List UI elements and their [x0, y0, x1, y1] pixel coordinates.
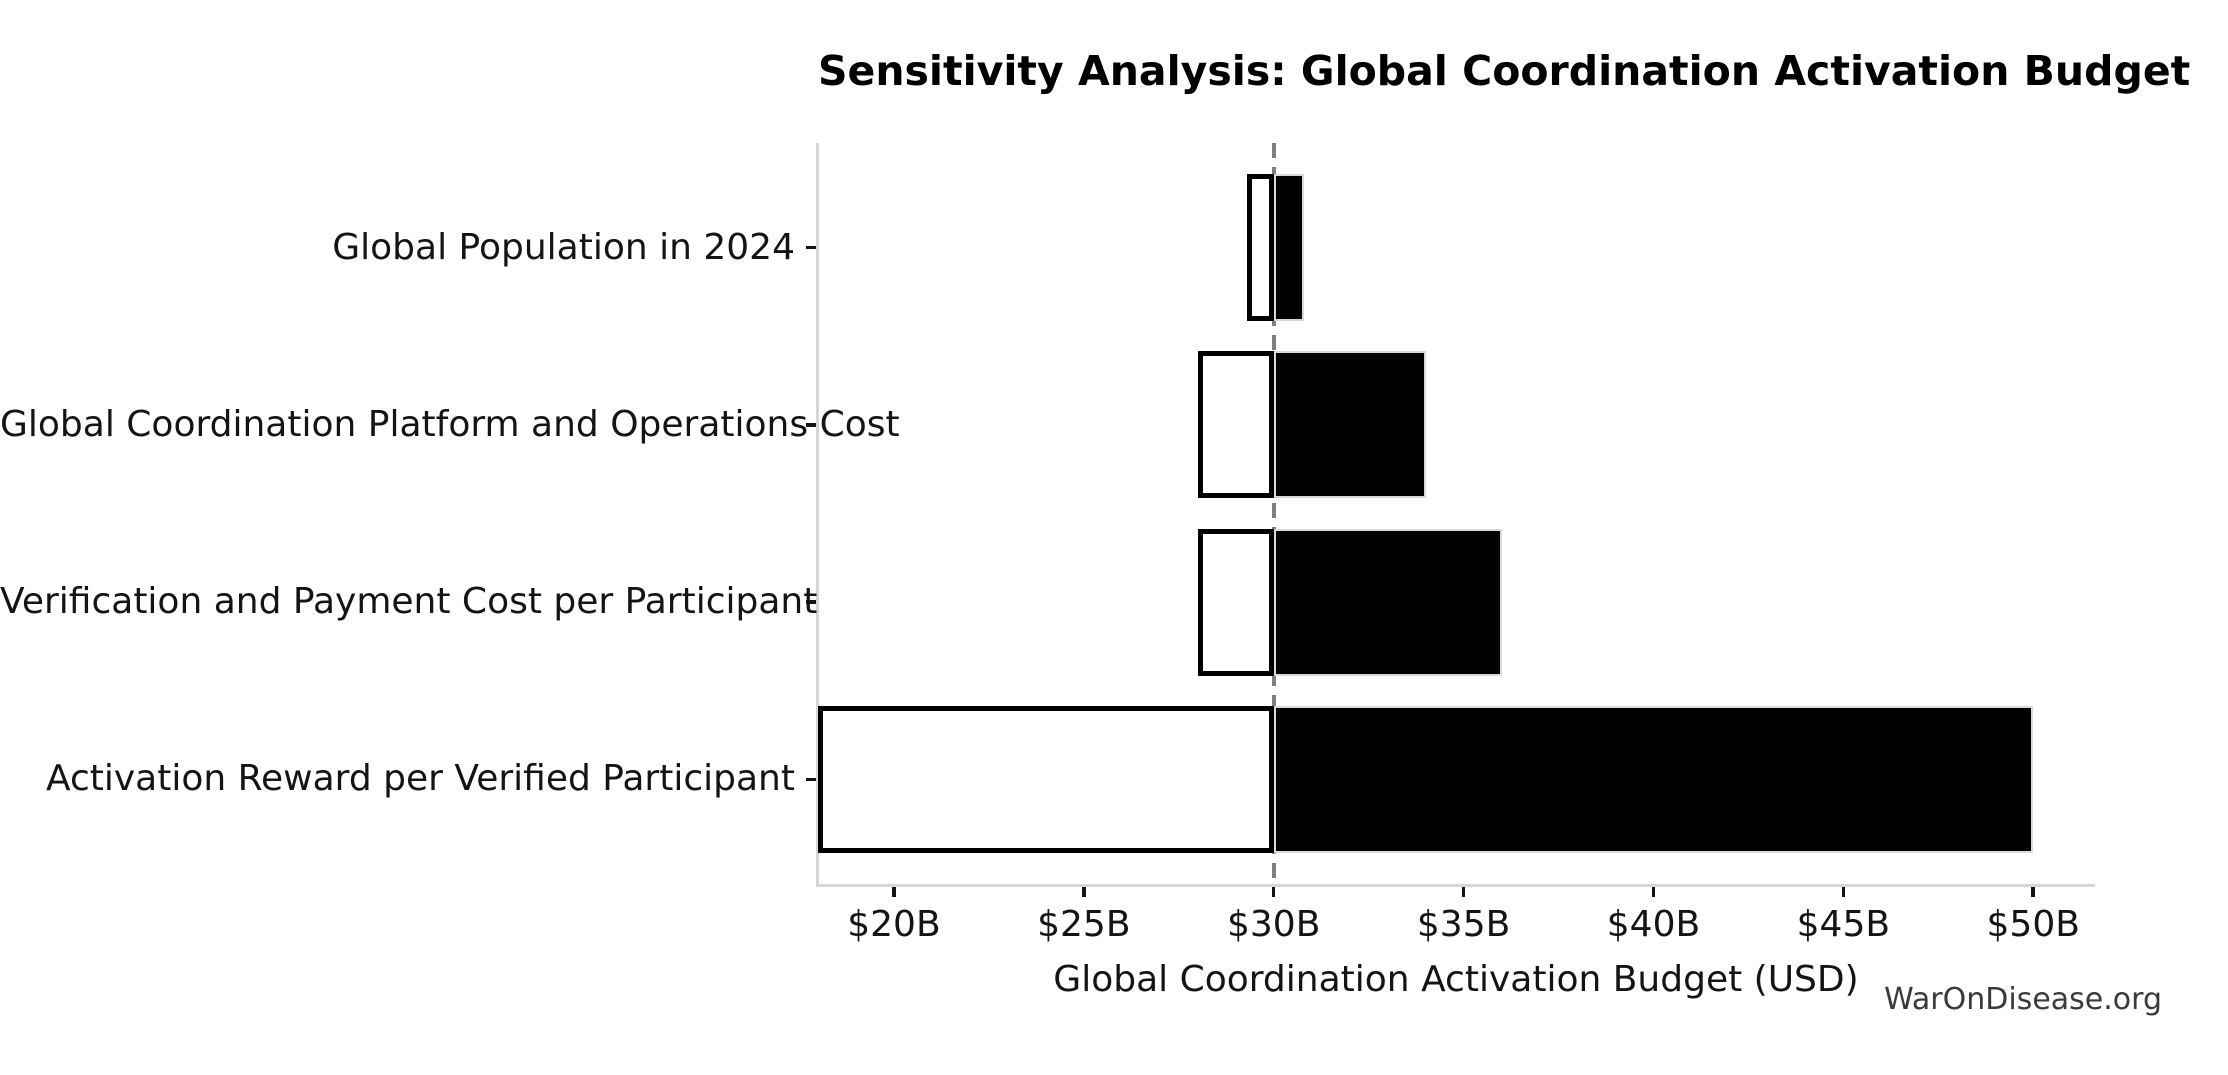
- x-tick-label-2: $30B: [1226, 904, 1321, 945]
- bar-low-3: [818, 705, 1274, 853]
- x-tick-0: [892, 887, 896, 897]
- x-tick-label-0: $20B: [847, 904, 941, 945]
- y-axis-spine: [816, 143, 819, 887]
- chart-title: Sensitivity Analysis: Global Coordinatio…: [818, 47, 2191, 95]
- watermark: WarOnDisease.org: [1884, 982, 2162, 1017]
- bar-low-0: [1247, 174, 1274, 322]
- y-tick-2: [806, 600, 816, 604]
- x-tick-label-5: $45B: [1796, 904, 1891, 945]
- plot-area: [818, 143, 2094, 884]
- bar-high-0: [1273, 174, 1305, 322]
- baseline-dashed-line: [1271, 143, 1276, 884]
- category-label-1: Global Coordination Platform and Operati…: [0, 403, 900, 445]
- x-tick-label-1: $25B: [1037, 904, 1131, 945]
- x-axis-label: Global Coordination Activation Budget (U…: [1053, 959, 1859, 1000]
- bar-high-2: [1273, 528, 1502, 676]
- bar-low-2: [1197, 528, 1274, 676]
- x-tick-4: [1651, 887, 1656, 897]
- x-tick-5: [1841, 887, 1846, 897]
- y-tick-1: [806, 423, 816, 427]
- x-tick-label-6: $50B: [1986, 904, 2080, 945]
- x-tick-2: [1271, 887, 1276, 897]
- y-tick-3: [806, 777, 816, 782]
- bar-high-3: [1273, 705, 2034, 853]
- category-label-2: Verification and Payment Cost per Partic…: [0, 581, 818, 623]
- x-tick-6: [2031, 887, 2035, 897]
- x-tick-1: [1082, 887, 1086, 897]
- x-tick-3: [1461, 887, 1466, 897]
- bar-low-1: [1197, 351, 1274, 499]
- x-axis-spine: [816, 884, 2095, 887]
- y-tick-0: [806, 245, 816, 250]
- x-tick-label-3: $35B: [1416, 904, 1511, 945]
- bar-high-1: [1273, 351, 1426, 499]
- category-label-3: Activation Reward per Verified Participa…: [45, 758, 795, 800]
- x-tick-label-4: $40B: [1606, 904, 1701, 945]
- category-label-0: Global Population in 2024: [332, 226, 795, 268]
